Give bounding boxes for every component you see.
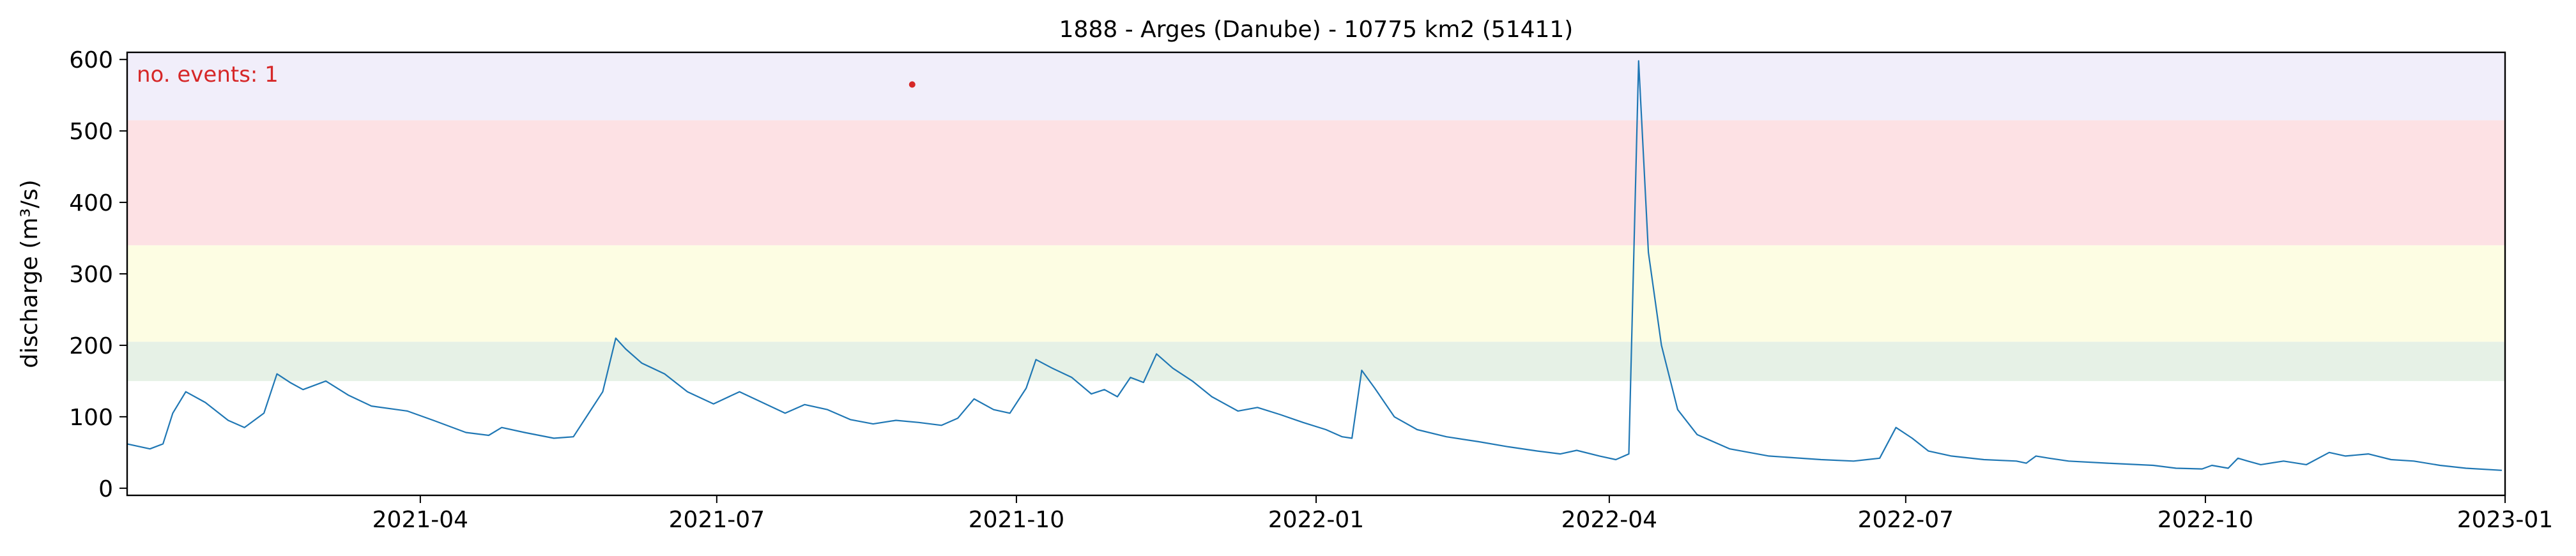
event-marker-1	[908, 81, 916, 88]
events-count-annotation: no. events: 1	[137, 62, 279, 87]
y-axis: 0 100 200 300 400 500 600	[69, 47, 127, 502]
threshold-band-4	[127, 52, 2505, 121]
y-axis-label: discharge (m³/s)	[17, 179, 43, 368]
discharge-series-line	[126, 60, 2502, 471]
threshold-band-3	[127, 120, 2505, 246]
chart-title: 1888 - Arges (Danube) - 10775 km2 (51411…	[1059, 17, 1574, 43]
x-tick-label: 2021-10	[969, 507, 1064, 533]
x-tick-label: 2021-07	[669, 507, 765, 533]
x-tick-label: 2022-07	[1858, 507, 1954, 533]
y-tick-label: 500	[69, 119, 113, 145]
y-tick-label: 200	[69, 333, 113, 359]
threshold-band-1	[127, 342, 2505, 381]
x-tick-label: 2022-04	[1561, 507, 1657, 533]
y-tick-label: 300	[69, 262, 113, 288]
threshold-bands	[127, 52, 2505, 381]
x-axis: 2021-04 2021-07 2021-10 2022-01 2022-04 2022-…	[372, 495, 2553, 533]
x-tick-label: 2021-04	[372, 507, 468, 533]
x-tick-label: 2022-10	[2158, 507, 2253, 533]
threshold-band-2	[127, 245, 2505, 342]
x-tick-label: 2023-01	[2457, 507, 2553, 533]
y-tick-label: 600	[69, 47, 113, 73]
y-tick-label: 400	[69, 190, 113, 216]
y-tick-label: 100	[69, 405, 113, 431]
y-tick-label: 0	[98, 476, 113, 502]
event-markers	[908, 81, 916, 88]
x-tick-label: 2022-01	[1268, 507, 1364, 533]
